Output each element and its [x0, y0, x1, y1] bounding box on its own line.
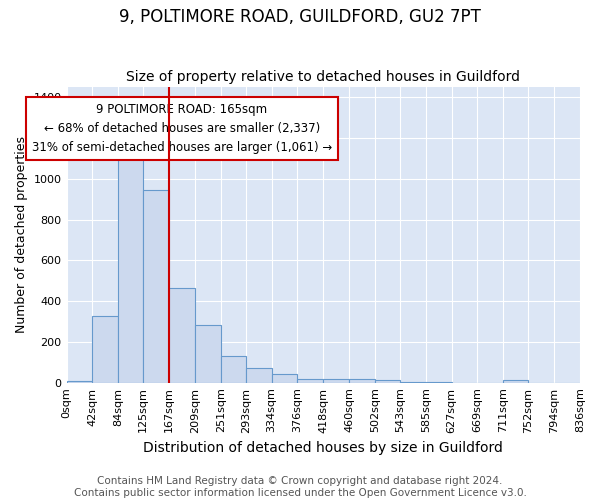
Bar — [221, 356, 247, 382]
Bar — [503, 380, 529, 382]
Bar — [195, 324, 221, 382]
Bar — [143, 190, 169, 382]
Bar — [247, 368, 272, 382]
Bar — [298, 378, 323, 382]
Bar — [272, 374, 298, 382]
Text: Contains HM Land Registry data © Crown copyright and database right 2024.
Contai: Contains HM Land Registry data © Crown c… — [74, 476, 526, 498]
Y-axis label: Number of detached properties: Number of detached properties — [15, 136, 28, 334]
X-axis label: Distribution of detached houses by size in Guildford: Distribution of detached houses by size … — [143, 441, 503, 455]
Bar — [92, 316, 118, 382]
Bar — [323, 378, 349, 382]
Bar — [169, 288, 195, 382]
Text: 9 POLTIMORE ROAD: 165sqm
← 68% of detached houses are smaller (2,337)
31% of sem: 9 POLTIMORE ROAD: 165sqm ← 68% of detach… — [32, 104, 332, 154]
Bar — [349, 378, 375, 382]
Text: 9, POLTIMORE ROAD, GUILDFORD, GU2 7PT: 9, POLTIMORE ROAD, GUILDFORD, GU2 7PT — [119, 8, 481, 26]
Title: Size of property relative to detached houses in Guildford: Size of property relative to detached ho… — [126, 70, 520, 85]
Bar — [118, 156, 143, 382]
Bar — [67, 381, 92, 382]
Bar — [375, 380, 400, 382]
